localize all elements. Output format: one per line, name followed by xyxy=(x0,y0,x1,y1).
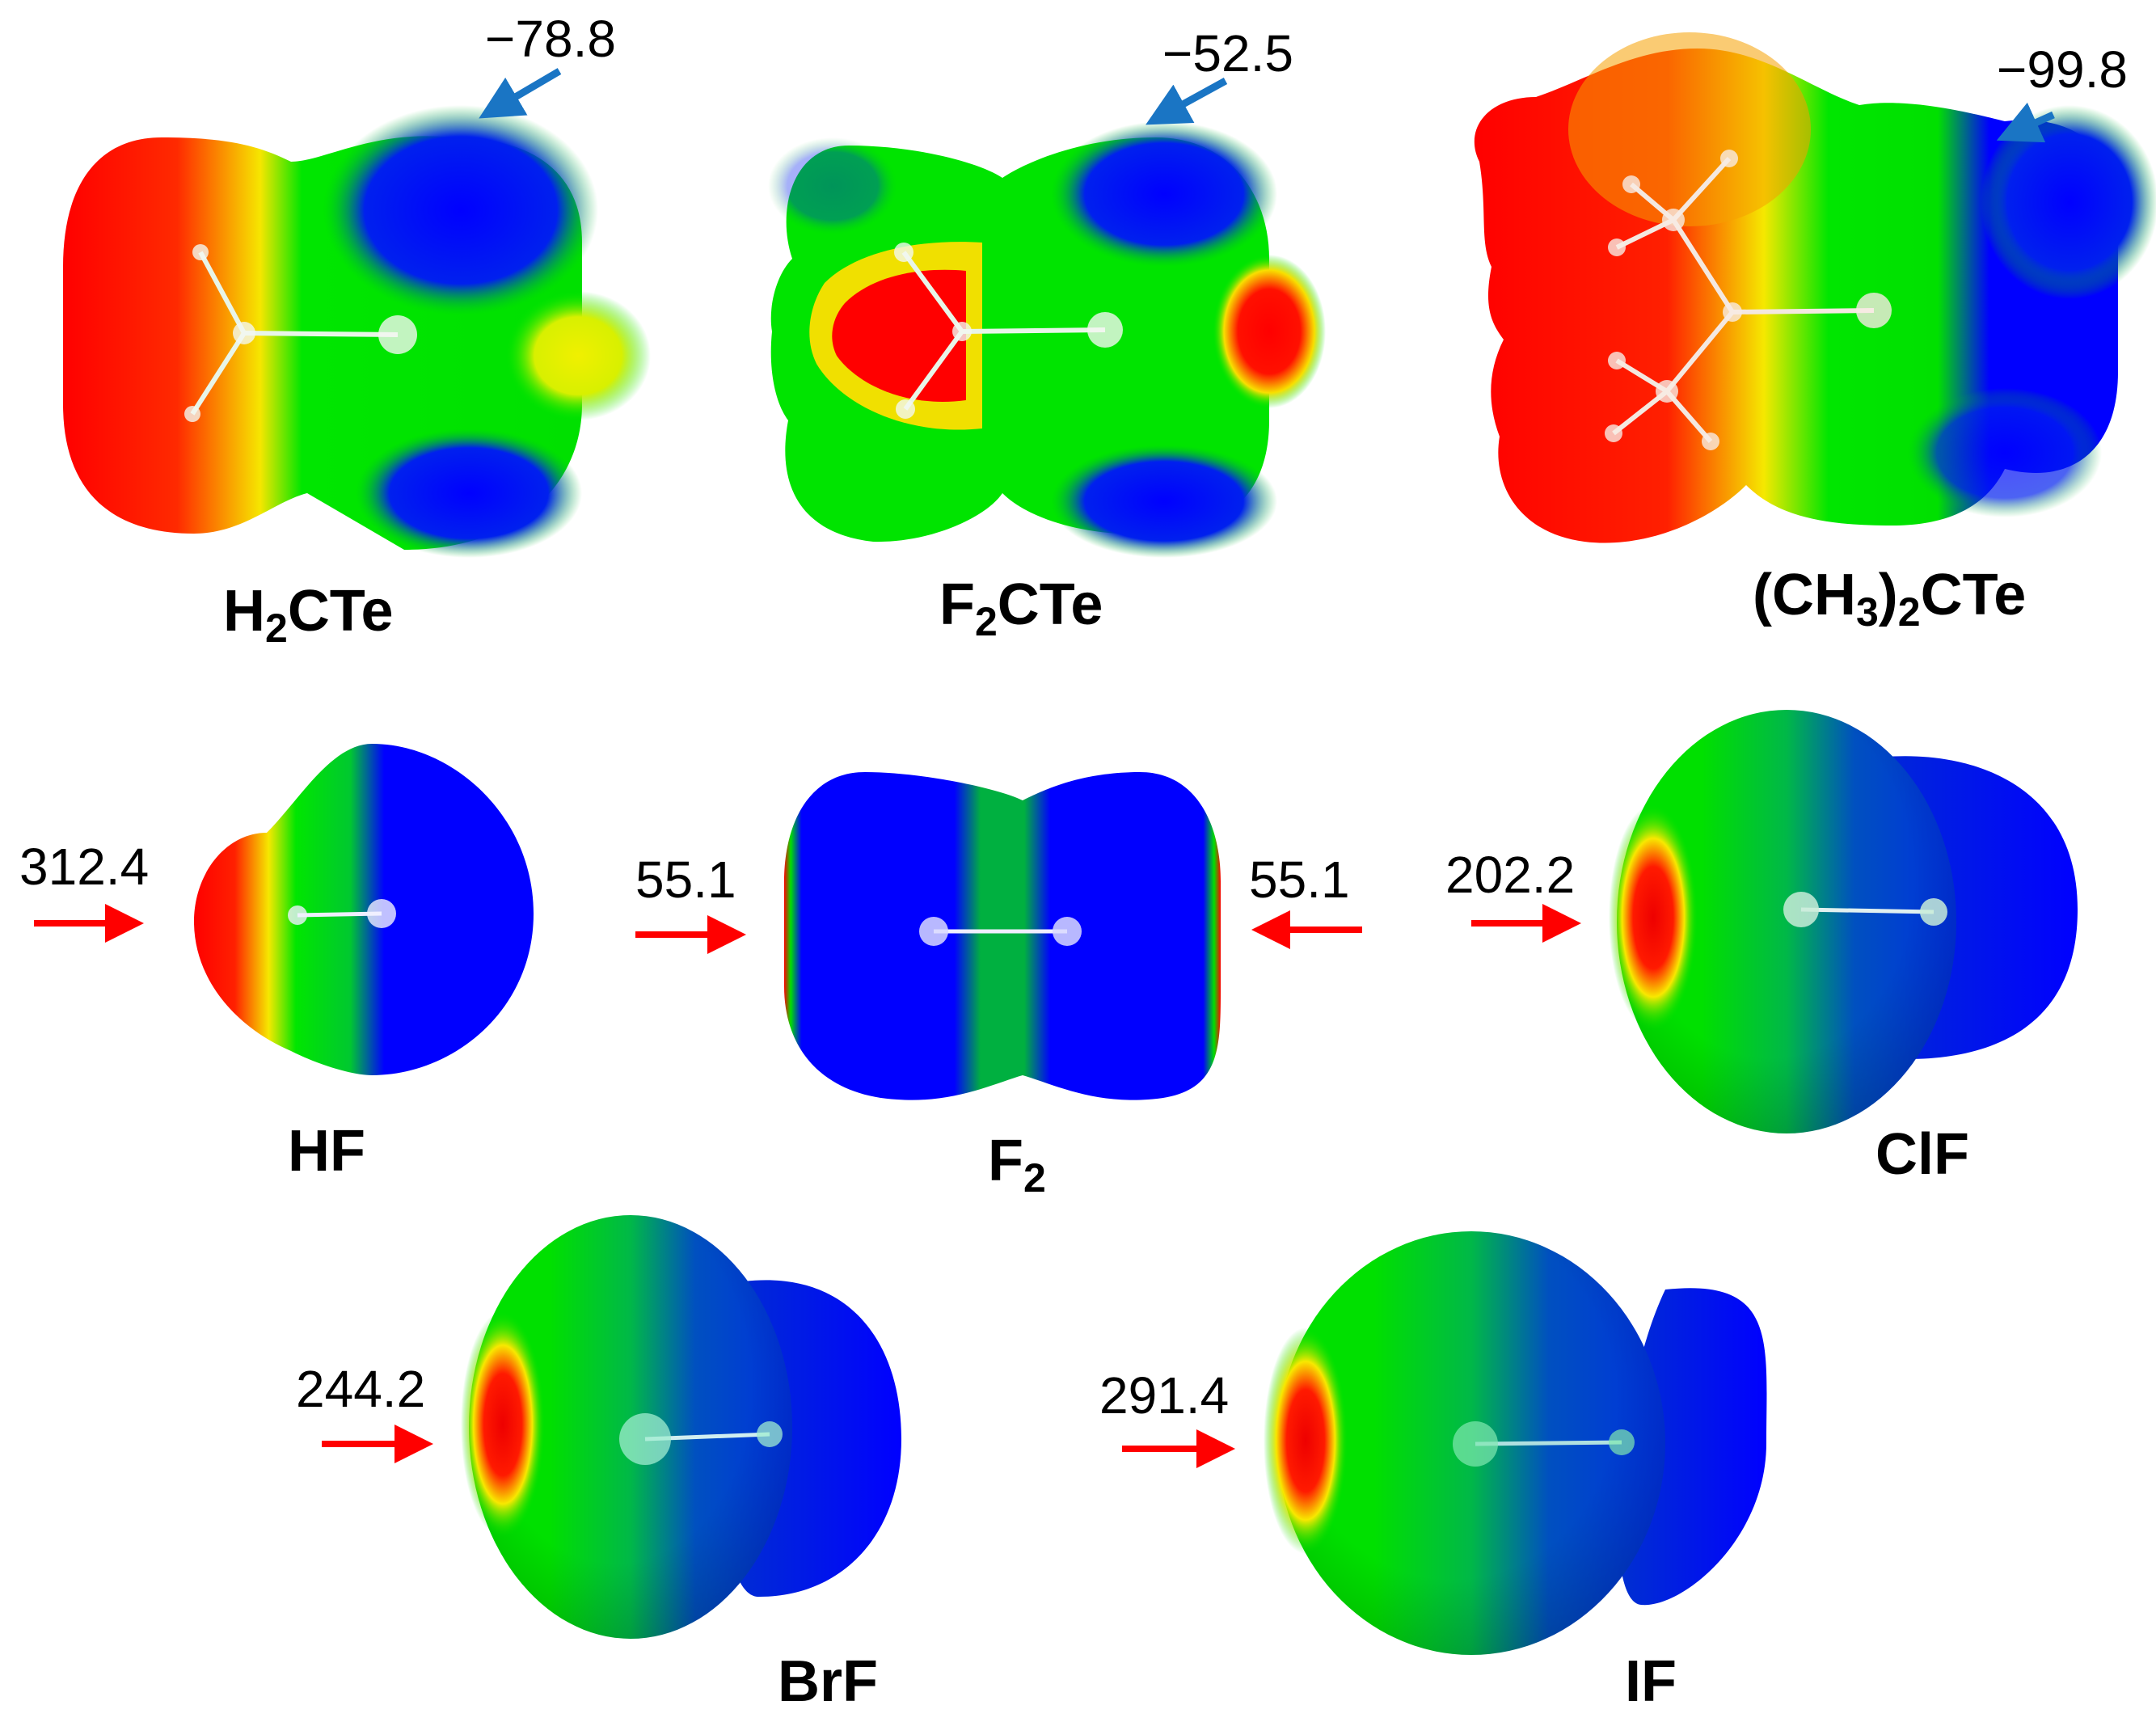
me2cte-esp-surface xyxy=(1474,32,2156,543)
f2-ball-and-stick xyxy=(919,917,1082,946)
hf-vs-value: 312.4 xyxy=(19,838,149,896)
clf-panel: 202.2 ClF xyxy=(1445,710,2078,1187)
h2cte-sigma-arrow xyxy=(479,68,562,119)
brf-name: BrF xyxy=(778,1649,878,1714)
f2-panel: 55.1 55.1 F2 xyxy=(635,772,1362,1201)
hf-name: HF xyxy=(288,1119,365,1184)
clf-esp-surface xyxy=(1609,710,2078,1133)
hf-panel: 312.4 HF xyxy=(19,744,534,1184)
brf-esp-surface xyxy=(461,1215,901,1639)
f2cte-esp-surface xyxy=(768,121,1326,558)
h2cte-name: H2CTe xyxy=(223,579,394,651)
f2-name: F2 xyxy=(988,1129,1046,1201)
hf-ball-and-stick xyxy=(288,899,396,928)
h2cte-panel: −78.8 H2CTe xyxy=(63,10,651,651)
brf-panel: 244.2 BrF xyxy=(296,1215,901,1714)
me2cte-sigma-arrow xyxy=(1996,102,2055,143)
f2cte-name: F2CTe xyxy=(939,572,1103,644)
me2cte-ball-and-stick xyxy=(1605,150,1892,450)
me2cte-panel: −99.8 (CH3)2CTe xyxy=(1474,32,2156,635)
if-ball-and-stick xyxy=(1453,1421,1635,1467)
brf-ball-and-stick xyxy=(619,1413,783,1465)
f2-esp-surface xyxy=(784,772,1221,1100)
if-panel: 291.4 IF xyxy=(1099,1231,1767,1714)
f2cte-vs-value: −52.5 xyxy=(1162,24,1293,82)
me2cte-name: (CH3)2CTe xyxy=(1753,563,2026,635)
h2cte-esp-surface xyxy=(63,105,651,558)
h2cte-ball-and-stick xyxy=(184,244,417,422)
f2cte-panel: −52.5 F2CTe xyxy=(768,24,1326,644)
f2-right-vs-value: 55.1 xyxy=(1249,851,1350,909)
f2cte-sigma-arrow xyxy=(1146,78,1228,125)
if-name: IF xyxy=(1625,1649,1677,1714)
f2-left-vs-value: 55.1 xyxy=(635,851,736,909)
h2cte-vs-value: −78.8 xyxy=(485,10,616,68)
clf-vs-value: 202.2 xyxy=(1445,846,1575,904)
me2cte-vs-value: −99.8 xyxy=(1997,40,2128,99)
clf-name: ClF xyxy=(1875,1122,1969,1187)
brf-vs-value: 244.2 xyxy=(296,1360,425,1418)
hf-esp-surface xyxy=(194,744,534,1075)
clf-ball-and-stick xyxy=(1783,892,1947,927)
f2cte-ball-and-stick xyxy=(894,243,1123,419)
if-vs-value: 291.4 xyxy=(1099,1366,1229,1425)
